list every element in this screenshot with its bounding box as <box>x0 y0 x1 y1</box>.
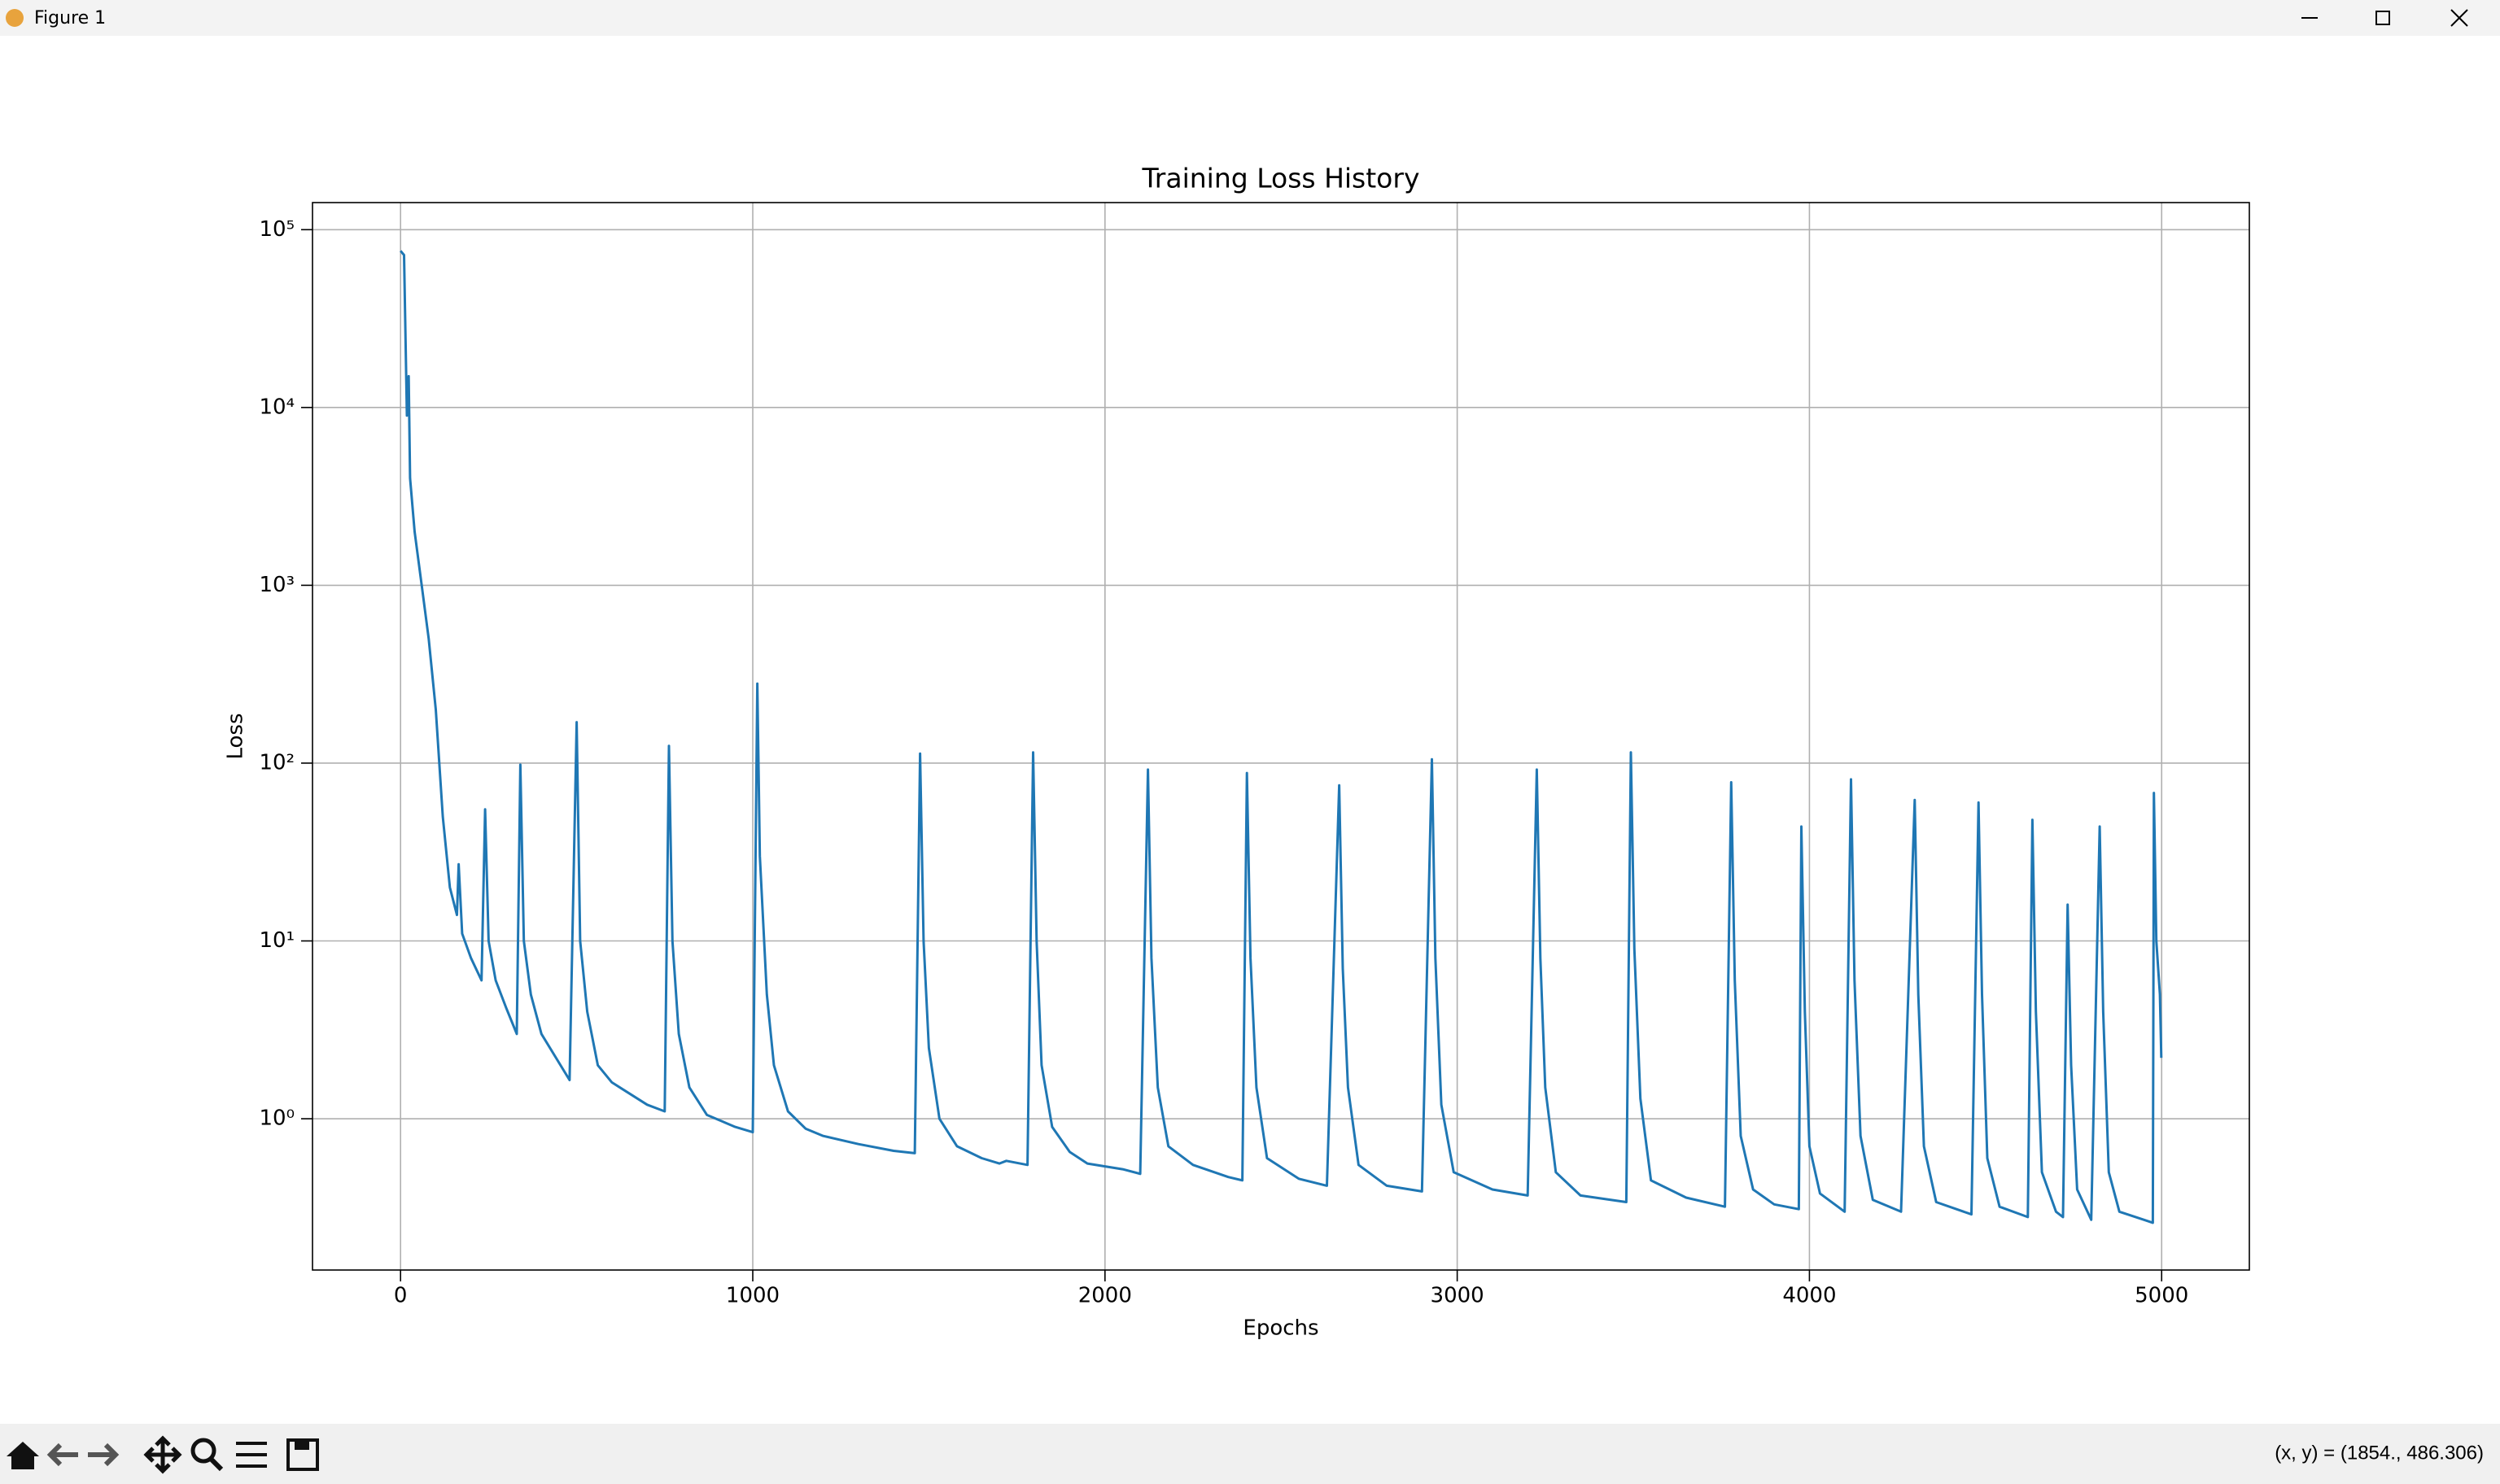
chart-title: Training Loss History <box>1142 163 1420 194</box>
x-tick-label: 4000 <box>1782 1284 1836 1308</box>
x-tick-label: 5000 <box>2135 1284 2188 1308</box>
title-bar <box>0 0 2500 36</box>
zoom-button[interactable] <box>190 1438 216 1464</box>
x-tick-label: 0 <box>394 1284 408 1308</box>
save-button[interactable] <box>286 1438 319 1471</box>
pan-button[interactable] <box>143 1435 182 1474</box>
toolbar <box>0 1424 2500 1484</box>
x-tick-label: 3000 <box>1431 1284 1484 1308</box>
status-coords: (x, y) = (1854., 486.306) <box>2275 1442 2484 1464</box>
x-tick-label: 1000 <box>726 1284 780 1308</box>
y-tick-label: 10⁰ <box>259 1106 295 1131</box>
y-tick-label: 10¹ <box>259 928 295 953</box>
close-button[interactable] <box>2450 9 2468 27</box>
save-icon-part <box>295 1442 309 1450</box>
loss-line <box>400 250 2163 1224</box>
x-tick-label: 2000 <box>1078 1284 1132 1308</box>
back-button[interactable] <box>46 1443 78 1467</box>
window-title: Figure 1 <box>34 8 106 28</box>
y-tick-label: 10⁴ <box>259 395 295 419</box>
configure-button[interactable] <box>236 1442 267 1468</box>
y-tick-label: 10² <box>259 750 295 775</box>
plot-frame <box>312 202 2250 1271</box>
home-button[interactable] <box>7 1442 39 1469</box>
y-tick-label: 10⁵ <box>259 217 295 242</box>
x-axis-label: Epochs <box>1243 1316 1318 1341</box>
maximize-button[interactable] <box>2375 11 2390 25</box>
y-tick-label: 10³ <box>259 573 295 597</box>
y-axis-label: Loss <box>224 713 248 759</box>
app-icon <box>6 9 24 27</box>
zoom-handle <box>208 1456 224 1472</box>
forward-button[interactable] <box>88 1443 120 1467</box>
